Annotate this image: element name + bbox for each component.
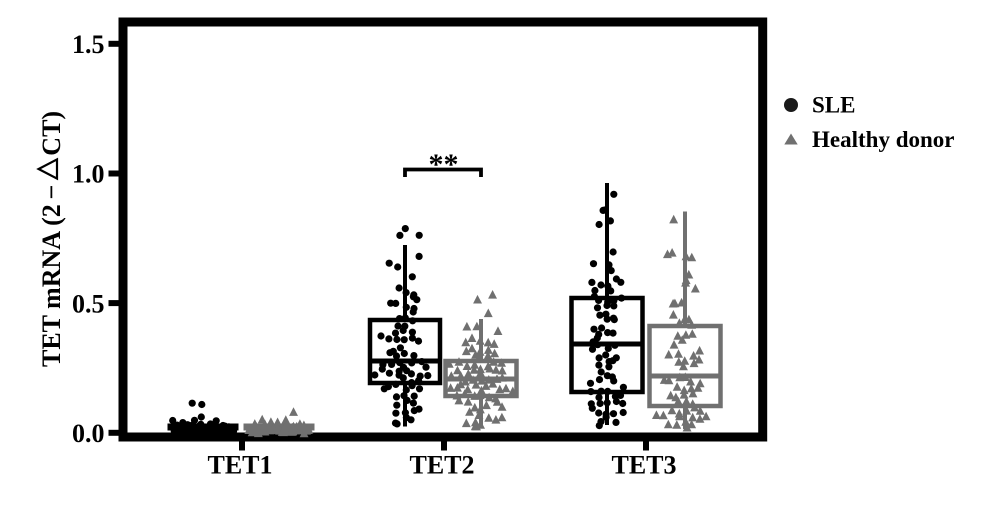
svg-text:TET1: TET1 [207,451,272,480]
svg-text:SLE: SLE [812,93,855,118]
svg-text:0.0: 0.0 [72,419,105,448]
svg-text:**: ** [429,148,459,181]
svg-text:CT): CT) [37,111,66,156]
svg-text:−: − [37,185,66,200]
svg-text:TET3: TET3 [611,451,676,480]
svg-text:TET2: TET2 [409,451,474,480]
svg-text:1.5: 1.5 [72,30,105,59]
svg-text:TET mRNA (2: TET mRNA (2 [37,204,66,367]
svg-text:1.0: 1.0 [72,160,105,189]
svg-text:0.5: 0.5 [72,289,105,318]
svg-text:Healthy donor: Healthy donor [812,127,954,152]
